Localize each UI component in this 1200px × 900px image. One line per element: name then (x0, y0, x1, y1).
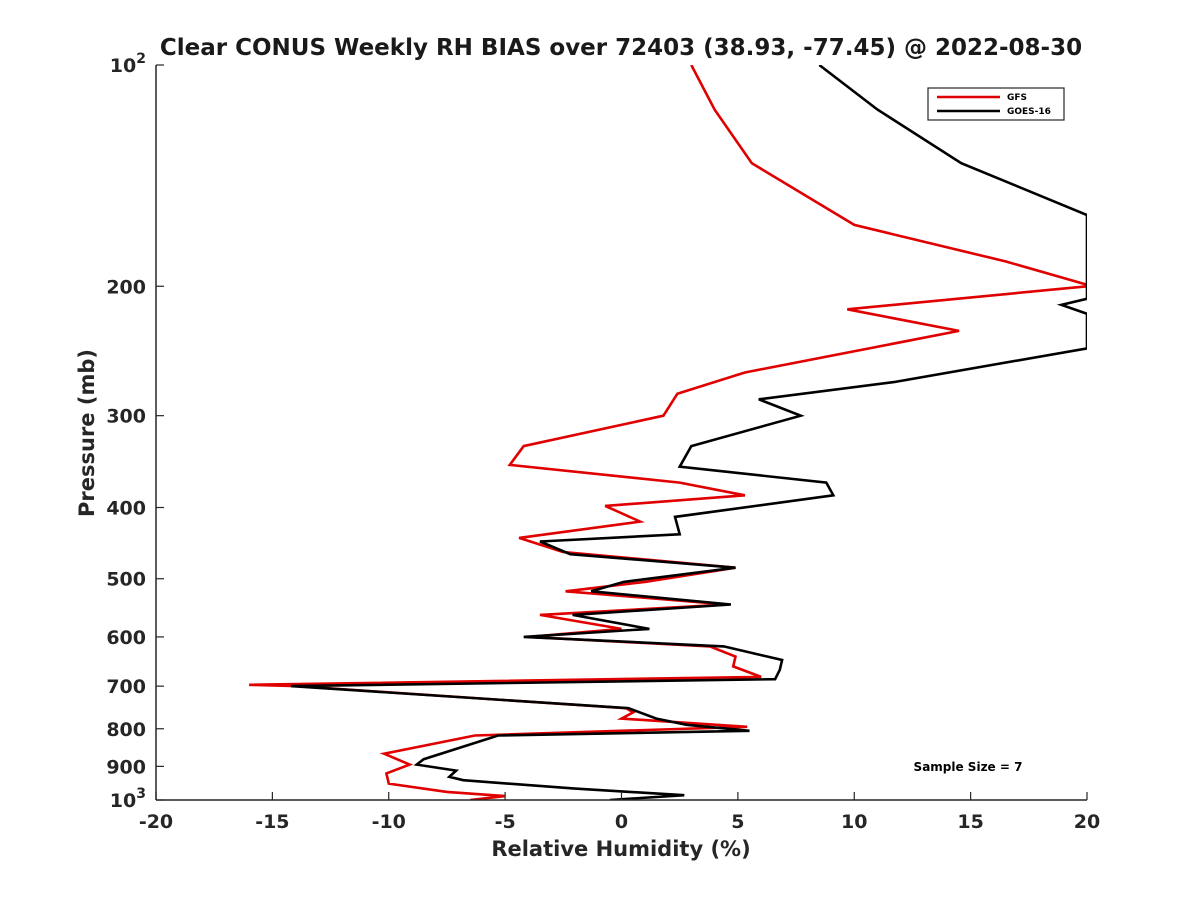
y-tick-label: 900 (106, 756, 146, 778)
y-tick-label: 700 (106, 676, 146, 698)
series-line-goes16 (290, 65, 1087, 800)
y-tick-label: 300 (106, 406, 146, 428)
series-line-gfs (249, 65, 1087, 800)
y-tick-label: 500 (106, 569, 146, 591)
x-tick-label: 0 (615, 811, 628, 833)
legend-label-goes16: GOES-16 (1007, 107, 1051, 117)
y-tick-label: 800 (106, 719, 146, 741)
x-tick-label: 15 (957, 811, 983, 833)
y-tick-label: 102 (110, 51, 146, 77)
x-tick-label: 5 (731, 811, 744, 833)
x-tick-label: -10 (372, 811, 406, 833)
y-tick-label: 200 (106, 276, 146, 298)
y-axis-label: Pressure (mb) (75, 349, 99, 517)
x-ticks: -20 -15 -10 -5 0 5 10 15 20 (139, 792, 1100, 833)
series-layer (249, 65, 1087, 800)
legend-label-gfs: GFS (1007, 93, 1027, 103)
y-tick-label: 600 (106, 627, 146, 649)
sample-size-annotation: Sample Size = 7 (914, 760, 1023, 774)
x-tick-label: -20 (139, 811, 173, 833)
x-tick-label: 20 (1074, 811, 1100, 833)
legend: GFS GOES-16 (927, 87, 1065, 121)
y-ticks: 102 200 300 400 500 600 700 800 900 103 (106, 51, 164, 812)
chart-title: Clear CONUS Weekly RH BIAS over 72403 (3… (160, 35, 1082, 61)
x-tick-label: 10 (841, 811, 867, 833)
legend-box (927, 87, 1065, 121)
x-axis-label: Relative Humidity (%) (491, 837, 750, 861)
x-tick-label: -5 (495, 811, 516, 833)
x-tick-label: -15 (255, 811, 289, 833)
y-tick-label: 103 (110, 786, 146, 812)
y-tick-label: 400 (106, 498, 146, 520)
